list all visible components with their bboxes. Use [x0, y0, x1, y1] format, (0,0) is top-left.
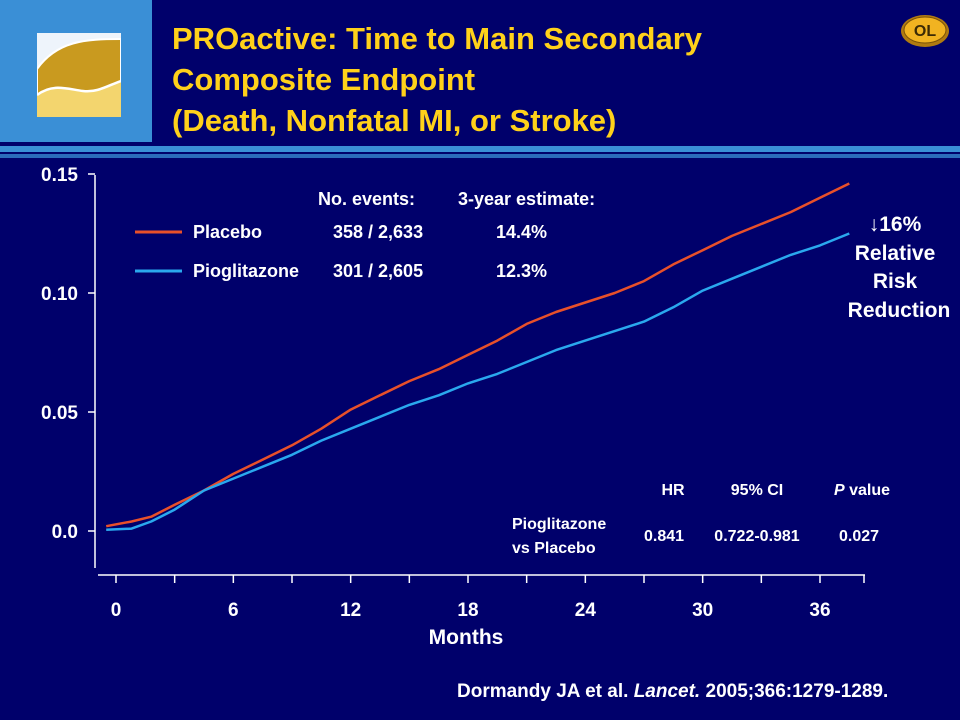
relative-risk-annotation: ↓16% Relative Risk Reduction	[848, 213, 951, 322]
logo-icon	[37, 33, 121, 117]
title-line-1: PROactive: Time to Main Secondary	[172, 21, 703, 56]
legend-events-pioglitazone: 301 / 2,605	[333, 261, 423, 281]
annotation-line-2: Relative	[855, 242, 936, 265]
stats-row-label-line-1: Pioglitazone	[512, 516, 606, 533]
series-lines	[105, 182, 850, 532]
x-tick-label: 18	[457, 600, 478, 621]
legend-header-events: No. events:	[318, 189, 415, 209]
x-tick-label: 36	[809, 600, 830, 621]
annotation-line-4: Reduction	[848, 299, 951, 322]
legend-estimate-placebo: 14.4%	[496, 222, 547, 242]
stats-header-p: P value	[834, 482, 890, 499]
x-tick-label: 12	[340, 600, 361, 621]
x-tick-label: 0	[111, 600, 122, 621]
legend-events-placebo: 358 / 2,633	[333, 222, 423, 242]
y-tick-label: 0.05	[41, 403, 78, 424]
header-divider	[0, 146, 960, 152]
x-tick-label: 6	[228, 600, 239, 621]
y-tick-label: 0.10	[41, 284, 78, 305]
x-axis-label: Months	[429, 626, 504, 649]
stats-value-p: 0.027	[839, 528, 879, 545]
title-line-3: (Death, Nonfatal MI, or Stroke)	[172, 103, 617, 138]
logo-panel	[0, 0, 152, 142]
citation: Dormandy JA et al. Lancet. 2005;366:1279…	[457, 681, 888, 703]
ol-badge-icon: OL	[901, 15, 949, 47]
y-tick-label: 0.0	[52, 522, 78, 543]
citation-suffix: 2005;366:1279-1289.	[700, 681, 889, 702]
legend-name-placebo: Placebo	[193, 222, 262, 242]
series-line-pioglitazone	[106, 232, 850, 532]
legend-name-pioglitazone: Pioglitazone	[193, 261, 299, 281]
stats-header-ci: 95% CI	[731, 482, 783, 499]
x-tick-label: 30	[692, 600, 713, 621]
header-divider-thin	[0, 154, 960, 158]
stats-header-hr: HR	[661, 482, 685, 499]
citation-prefix: Dormandy JA et al.	[457, 681, 634, 702]
ol-badge-text: OL	[914, 23, 936, 40]
citation-journal: Lancet.	[633, 681, 701, 702]
svg-text:↓16%: ↓16%	[869, 213, 922, 236]
series-line-placebo	[105, 182, 850, 528]
title-line-2: Composite Endpoint	[172, 62, 476, 97]
stats-value-ci: 0.722-0.981	[714, 528, 800, 545]
y-ticks: 0.0 0.05 0.10 0.15	[41, 165, 95, 543]
stats-table: HR 95% CI P value Pioglitazone vs Placeb…	[512, 482, 890, 557]
annotation-percent: 16%	[879, 213, 921, 236]
y-tick-label: 0.15	[41, 165, 78, 186]
axes	[94, 175, 865, 576]
annotation-line-3: Risk	[873, 270, 918, 293]
down-arrow-icon: ↓	[869, 213, 880, 236]
stats-value-hr: 0.841	[644, 528, 684, 545]
legend-estimate-pioglitazone: 12.3%	[496, 261, 547, 281]
x-ticks: 0 6 12 18 24 30 36	[111, 575, 865, 621]
legend-header-estimate: 3-year estimate:	[458, 189, 595, 209]
page-title: PROactive: Time to Main Secondary Compos…	[172, 18, 822, 141]
stats-row-label-line-2: vs Placebo	[512, 540, 596, 557]
x-tick-label: 24	[575, 600, 597, 621]
